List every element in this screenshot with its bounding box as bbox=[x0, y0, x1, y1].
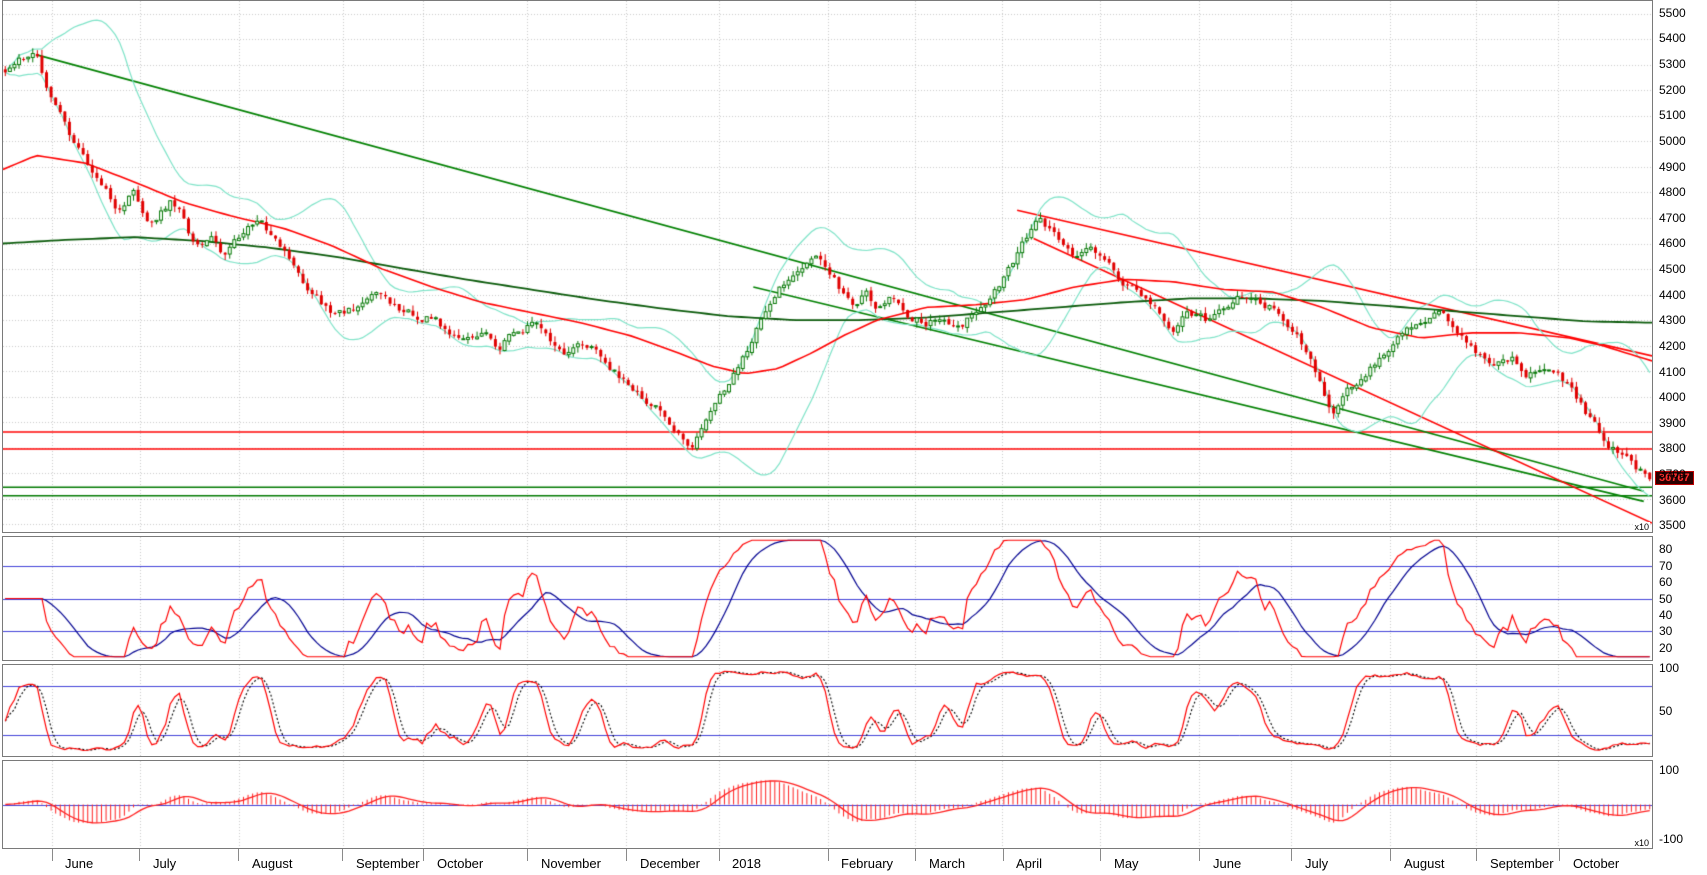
month-boundary-tick bbox=[52, 849, 53, 861]
month-label: October bbox=[437, 856, 484, 871]
price-panel: x10 36767 5500 5400 5300 5200 5100 5000 4900 48… bbox=[2, 0, 1707, 533]
axis-tick-label: 30 bbox=[1659, 624, 1673, 639]
axis-tick-label: 4200 bbox=[1659, 338, 1686, 353]
price-plot: x10 bbox=[2, 0, 1653, 533]
axis-tick-label: 4900 bbox=[1659, 159, 1686, 174]
month-boundary-tick bbox=[1390, 849, 1391, 861]
axis-tick-label: 5400 bbox=[1659, 31, 1686, 46]
macd-canvas[interactable] bbox=[3, 761, 1652, 848]
month-boundary-tick bbox=[238, 849, 239, 861]
month-label: June bbox=[65, 856, 94, 871]
price-scale-note: x10 bbox=[1633, 522, 1650, 532]
axis-tick-label: 70 bbox=[1659, 558, 1673, 573]
month-label: August bbox=[252, 856, 293, 871]
axis-tick-label: 3500 bbox=[1659, 518, 1686, 533]
rsi-plot bbox=[2, 536, 1653, 661]
time-axis-labels: June July August September October November De… bbox=[2, 849, 1653, 875]
month-label: February bbox=[841, 856, 894, 871]
month-label: July bbox=[153, 856, 177, 871]
axis-tick-label: 4000 bbox=[1659, 390, 1686, 405]
month-boundary-tick bbox=[915, 849, 916, 861]
axis-tick-label: 4700 bbox=[1659, 210, 1686, 225]
month-boundary-tick bbox=[719, 849, 720, 861]
month-boundary-tick bbox=[139, 849, 140, 861]
month-label: 2018 bbox=[732, 856, 761, 871]
month-label: October bbox=[1573, 856, 1620, 871]
axis-tick-label: 4500 bbox=[1659, 262, 1686, 277]
axis-tick-label: 3800 bbox=[1659, 441, 1686, 456]
month-boundary-tick bbox=[626, 849, 627, 861]
axis-tick-label: 5200 bbox=[1659, 82, 1686, 97]
axis-tick-label: 40 bbox=[1659, 607, 1673, 622]
month-boundary-tick bbox=[828, 849, 829, 861]
axis-tick-label: 50 bbox=[1659, 703, 1673, 718]
month-boundary-tick bbox=[1291, 849, 1292, 861]
last-price-badge: 36767 bbox=[1655, 471, 1694, 486]
axis-tick-label: 3600 bbox=[1659, 492, 1686, 507]
time-axis-spacer bbox=[1653, 849, 1707, 875]
axis-tick-label: -100 bbox=[1659, 831, 1684, 846]
axis-tick-label: 80 bbox=[1659, 542, 1673, 557]
month-label: July bbox=[1305, 856, 1329, 871]
axis-tick-label: 100 bbox=[1659, 661, 1680, 676]
month-boundary-tick bbox=[423, 849, 424, 861]
rsi-axis: 80 70 60 50 40 30 20 bbox=[1653, 536, 1707, 661]
axis-tick-label: 4400 bbox=[1659, 287, 1686, 302]
axis-tick-label: 4800 bbox=[1659, 185, 1686, 200]
month-boundary-tick bbox=[1559, 849, 1560, 861]
month-boundary-tick bbox=[1003, 849, 1004, 861]
axis-tick-label: 5100 bbox=[1659, 108, 1686, 123]
axis-tick-label: 5000 bbox=[1659, 133, 1686, 148]
month-label: May bbox=[1114, 856, 1139, 871]
axis-tick-label: 60 bbox=[1659, 575, 1673, 590]
month-boundary-tick bbox=[1100, 849, 1101, 861]
price-axis: 36767 5500 5400 5300 5200 5100 5000 4900 4800 47… bbox=[1653, 0, 1707, 533]
macd-scale-note: x10 bbox=[1633, 838, 1650, 848]
rsi-canvas[interactable] bbox=[3, 537, 1652, 660]
axis-tick-label: 5500 bbox=[1659, 5, 1686, 20]
price-chart-canvas[interactable] bbox=[3, 1, 1652, 532]
month-boundary-tick bbox=[527, 849, 528, 861]
month-label: June bbox=[1213, 856, 1242, 871]
stochastic-canvas[interactable] bbox=[3, 665, 1652, 756]
macd-axis: 100 -100 bbox=[1653, 760, 1707, 849]
axis-tick-label: 4100 bbox=[1659, 364, 1686, 379]
macd-plot: x10 bbox=[2, 760, 1653, 849]
stochastic-plot bbox=[2, 664, 1653, 757]
stochastic-axis: 100 50 bbox=[1653, 661, 1707, 757]
month-label: April bbox=[1016, 856, 1043, 871]
axis-tick-label: 5300 bbox=[1659, 57, 1686, 72]
macd-panel: x10 100 -100 bbox=[2, 760, 1707, 849]
axis-tick-label: 100 bbox=[1659, 763, 1680, 778]
month-boundary-tick bbox=[1199, 849, 1200, 861]
axis-tick-label: 50 bbox=[1659, 591, 1673, 606]
axis-tick-label: 3700 bbox=[1659, 467, 1686, 482]
month-label: March bbox=[929, 856, 966, 871]
month-label: November bbox=[541, 856, 601, 871]
axis-tick-label: 4600 bbox=[1659, 236, 1686, 251]
month-label: September bbox=[1490, 856, 1554, 871]
stochastic-panel: 100 50 bbox=[2, 661, 1707, 757]
month-boundary-tick bbox=[1476, 849, 1477, 861]
time-axis: June July August September October November De… bbox=[2, 849, 1707, 875]
rsi-panel: 80 70 60 50 40 30 20 bbox=[2, 536, 1707, 661]
month-label: December bbox=[640, 856, 700, 871]
axis-tick-label: 3900 bbox=[1659, 415, 1686, 430]
month-label: September bbox=[356, 856, 420, 871]
axis-tick-label: 4300 bbox=[1659, 313, 1686, 328]
axis-tick-label: 20 bbox=[1659, 640, 1673, 655]
month-label: August bbox=[1404, 856, 1445, 871]
month-boundary-tick bbox=[342, 849, 343, 861]
